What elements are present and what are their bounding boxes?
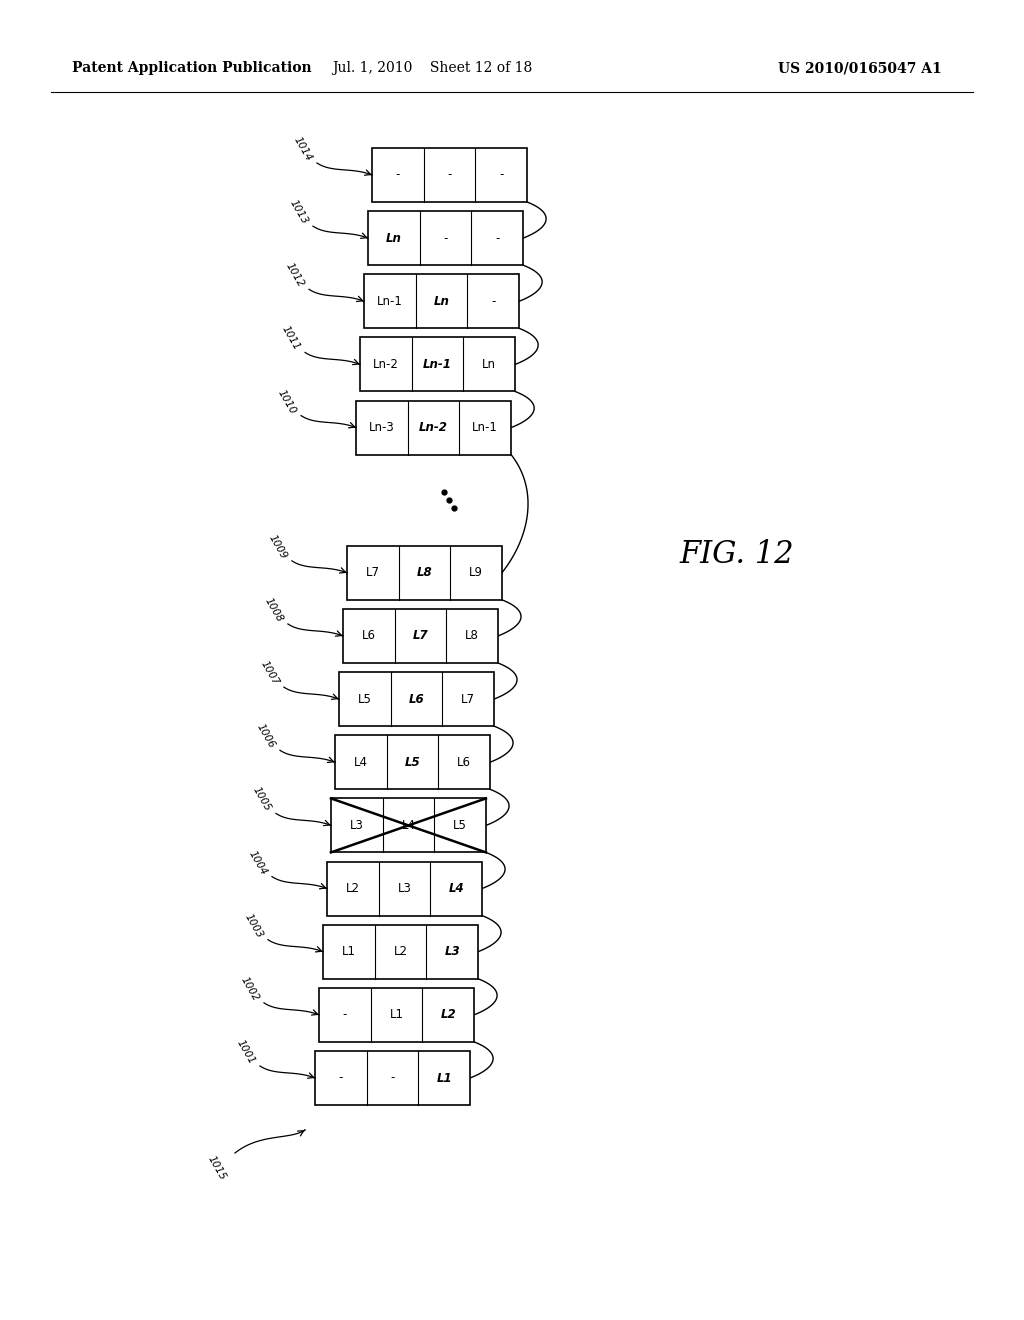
Bar	[372, 148, 527, 202]
Text: L3: L3	[397, 882, 412, 895]
Text: Ln-1: Ln-1	[377, 294, 402, 308]
Text: -: -	[490, 294, 496, 308]
Text: 1004: 1004	[247, 849, 269, 876]
Text: 1011: 1011	[281, 325, 302, 352]
Text: -: -	[443, 231, 447, 244]
Text: L4: L4	[401, 818, 416, 832]
Text: 1009: 1009	[267, 533, 289, 561]
Text: L7: L7	[366, 566, 380, 579]
Bar	[364, 275, 519, 329]
Bar	[356, 400, 511, 454]
Text: 1002: 1002	[239, 975, 261, 1003]
Text: L8: L8	[417, 566, 432, 579]
Bar	[343, 609, 498, 663]
Text: L1: L1	[389, 1008, 403, 1022]
Text: Ln-2: Ln-2	[373, 358, 398, 371]
Text: Ln-3: Ln-3	[369, 421, 395, 434]
Text: 1015: 1015	[206, 1154, 228, 1181]
Bar	[335, 735, 489, 789]
Text: L2: L2	[440, 1008, 456, 1022]
Text: 1012: 1012	[284, 261, 306, 289]
Text: L6: L6	[409, 693, 424, 706]
Text: Ln-2: Ln-2	[419, 421, 447, 434]
Bar	[315, 1051, 470, 1105]
Text: Ln: Ln	[482, 358, 497, 371]
Text: 1007: 1007	[259, 659, 281, 688]
Text: Ln-1: Ln-1	[423, 358, 452, 371]
Text: US 2010/0165047 A1: US 2010/0165047 A1	[778, 61, 942, 75]
Text: L2: L2	[346, 882, 359, 895]
Bar	[331, 799, 486, 853]
Bar	[323, 925, 478, 978]
Text: -: -	[339, 1072, 343, 1085]
Text: -: -	[343, 1008, 347, 1022]
Text: 1006: 1006	[255, 722, 276, 750]
Text: -: -	[395, 169, 400, 181]
Text: Ln: Ln	[386, 231, 401, 244]
Text: 1005: 1005	[251, 785, 273, 813]
Bar	[347, 546, 502, 599]
Text: -: -	[499, 169, 504, 181]
Text: L8: L8	[465, 630, 479, 643]
Text: FIG. 12: FIG. 12	[680, 539, 795, 570]
Text: L5: L5	[454, 818, 467, 832]
Text: L2: L2	[393, 945, 408, 958]
Text: L6: L6	[361, 630, 376, 643]
Bar	[339, 672, 494, 726]
Text: L6: L6	[457, 756, 471, 768]
Text: 1014: 1014	[292, 135, 314, 162]
Text: Ln: Ln	[433, 294, 450, 308]
Text: L4: L4	[353, 756, 368, 768]
Bar	[327, 862, 482, 916]
Text: Patent Application Publication: Patent Application Publication	[72, 61, 311, 75]
Text: -: -	[390, 1072, 394, 1085]
Text: -: -	[447, 169, 452, 181]
Text: 1010: 1010	[276, 388, 298, 416]
Text: L3: L3	[444, 945, 460, 958]
Text: L7: L7	[413, 630, 428, 643]
Text: Ln-1: Ln-1	[472, 421, 498, 434]
Text: L3: L3	[350, 818, 364, 832]
Text: 1003: 1003	[243, 912, 265, 940]
Text: 1013: 1013	[288, 198, 310, 226]
Text: L9: L9	[469, 566, 483, 579]
Text: L4: L4	[449, 882, 464, 895]
Text: L1: L1	[436, 1072, 452, 1085]
Text: L5: L5	[404, 756, 420, 768]
Bar	[368, 211, 523, 265]
Text: L5: L5	[357, 693, 372, 706]
Text: L1: L1	[342, 945, 355, 958]
Text: -: -	[495, 231, 500, 244]
Text: 1001: 1001	[236, 1038, 257, 1067]
Text: L7: L7	[461, 693, 475, 706]
Text: 1008: 1008	[263, 597, 285, 624]
Text: Jul. 1, 2010    Sheet 12 of 18: Jul. 1, 2010 Sheet 12 of 18	[332, 61, 532, 75]
Bar	[360, 338, 515, 392]
Bar	[319, 987, 474, 1041]
